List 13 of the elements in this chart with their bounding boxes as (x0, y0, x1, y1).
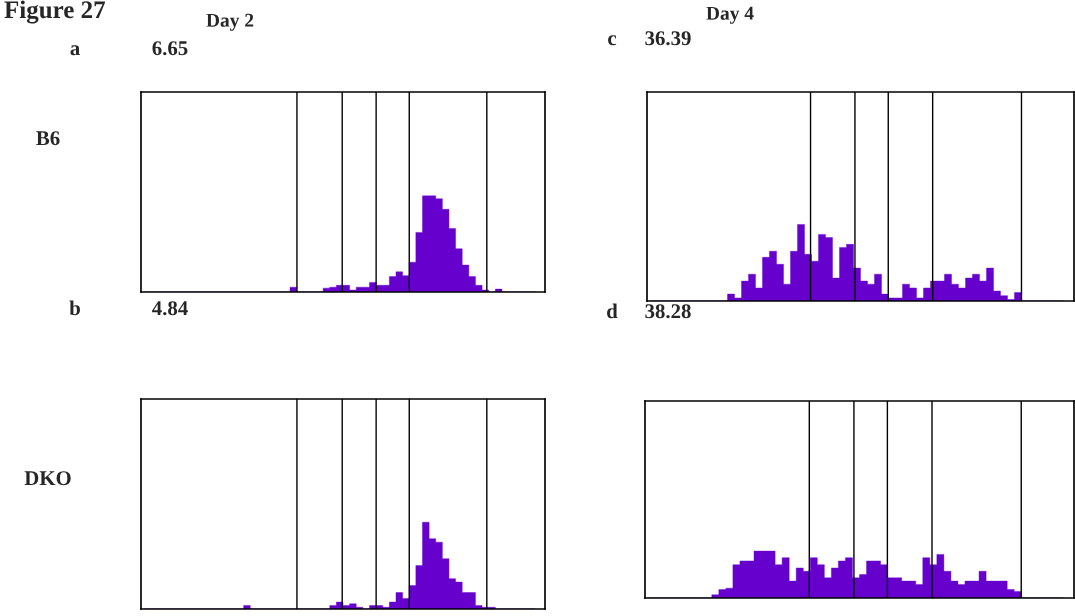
chart-title: Day 4 (706, 6, 754, 24)
text: 36.39 (645, 31, 691, 46)
text: 6.65 (152, 41, 188, 56)
y-axis-title: DKO (24, 471, 71, 486)
text: 4.84 (152, 301, 188, 316)
y-axis-title: B6 (36, 131, 60, 146)
caption: Figure 27 (4, 0, 106, 24)
text: c (608, 35, 617, 46)
text: 38.28 (645, 304, 691, 319)
text: b (69, 300, 80, 316)
text: a (70, 45, 80, 56)
text: d (607, 303, 618, 319)
chart-title: Day 2 (206, 13, 254, 31)
